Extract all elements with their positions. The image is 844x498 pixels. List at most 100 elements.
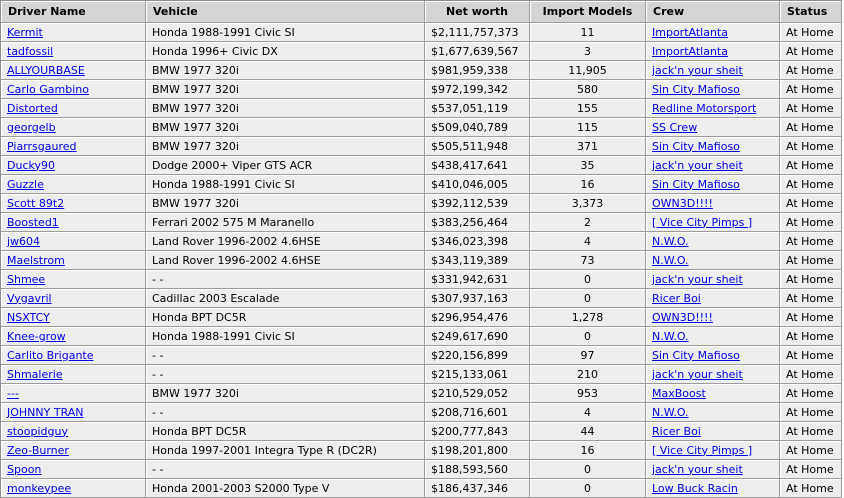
crew-link[interactable]: ImportAtlanta [652,25,728,39]
crew-link[interactable]: ImportAtlanta [652,44,728,58]
driver-link[interactable]: Boosted1 [7,215,59,229]
cell-networth: $2,111,757,373 [425,23,530,42]
crew-link[interactable]: N.W.O. [652,234,689,248]
cell-networth: $186,437,346 [425,479,530,498]
driver-link[interactable]: NSXTCY [7,310,50,324]
cell-driver: Carlito Brigante [1,346,146,365]
cell-status: At Home [780,403,842,422]
cell-imports: 953 [530,384,646,403]
driver-link[interactable]: JOHNNY TRAN [7,405,84,419]
cell-status: At Home [780,460,842,479]
table-row: Piarrsgaured BMW 1977 320i $505,511,948 371… [1,137,842,156]
crew-link[interactable]: jack'n your sheit [652,158,743,172]
driver-link[interactable]: Spoon [7,462,42,476]
crew-link[interactable]: Low Buck Racin [652,481,738,495]
driver-link[interactable]: Maelstrom [7,253,65,267]
driver-link[interactable]: stoopidguy [7,424,68,438]
driver-link[interactable]: georgelb [7,120,56,134]
crew-link[interactable]: N.W.O. [652,329,689,343]
cell-vehicle: - - [146,365,425,384]
driver-link[interactable]: Carlo Gambino [7,82,89,96]
cell-imports: 115 [530,118,646,137]
cell-imports: 0 [530,270,646,289]
driver-link[interactable]: Ducky90 [7,158,55,172]
cell-imports: 3 [530,42,646,61]
cell-vehicle: BMW 1977 320i [146,80,425,99]
cell-crew: OWN3D!!!! [646,308,780,327]
crew-link[interactable]: jack'n your sheit [652,367,743,381]
column-header-status: Status [780,1,842,23]
crew-link[interactable]: jack'n your sheit [652,63,743,77]
driver-link[interactable]: --- [7,386,19,400]
crew-link[interactable]: OWN3D!!!! [652,310,713,324]
cell-status: At Home [780,270,842,289]
driver-link[interactable]: Guzzle [7,177,44,191]
cell-imports: 2 [530,213,646,232]
cell-crew: Ricer Boi [646,422,780,441]
driver-link[interactable]: monkeypee [7,481,72,495]
crew-link[interactable]: SS Crew [652,120,698,134]
cell-vehicle: Honda BPT DC5R [146,422,425,441]
cell-vehicle: BMW 1977 320i [146,384,425,403]
cell-driver: JOHNNY TRAN [1,403,146,422]
crew-link[interactable]: N.W.O. [652,405,689,419]
cell-status: At Home [780,175,842,194]
crew-link[interactable]: [ Vice City Pimps ] [652,443,753,457]
driver-link[interactable]: Zeo-Burner [7,443,69,457]
table-row: Vygavril Cadillac 2003 Escalade $307,937,1… [1,289,842,308]
crew-link[interactable]: [ Vice City Pimps ] [652,215,753,229]
crew-link[interactable]: Ricer Boi [652,424,701,438]
crew-link[interactable]: jack'n your sheit [652,462,743,476]
driver-link[interactable]: ALLYOURBASE [7,63,85,77]
cell-imports: 11 [530,23,646,42]
crew-link[interactable]: Redline Motorsport [652,101,757,115]
cell-imports: 1,278 [530,308,646,327]
cell-imports: 0 [530,460,646,479]
column-header-vehicle: Vehicle [146,1,425,23]
driver-link[interactable]: Kermit [7,25,43,39]
cell-status: At Home [780,308,842,327]
table-row: georgelb BMW 1977 320i $509,040,789 115 SS C… [1,118,842,137]
driver-link[interactable]: Shmalerie [7,367,63,381]
driver-link[interactable]: Knee-grow [7,329,66,343]
crew-link[interactable]: Sin City Mafioso [652,82,740,96]
cell-driver: tadfossil [1,42,146,61]
crew-link[interactable]: Sin City Mafioso [652,139,740,153]
cell-crew: jack'n your sheit [646,460,780,479]
table-row: Knee-grow Honda 1988-1991 Civic SI $249,61… [1,327,842,346]
cell-networth: $438,417,641 [425,156,530,175]
cell-driver: georgelb [1,118,146,137]
crew-link[interactable]: Sin City Mafioso [652,177,740,191]
driver-link[interactable]: Shmee [7,272,46,286]
crew-link[interactable]: N.W.O. [652,253,689,267]
driver-link[interactable]: Vygavril [7,291,52,305]
cell-driver: Vygavril [1,289,146,308]
crew-link[interactable]: MaxBoost [652,386,706,400]
cell-networth: $208,716,601 [425,403,530,422]
crew-link[interactable]: Sin City Mafioso [652,348,740,362]
cell-networth: $210,529,052 [425,384,530,403]
cell-driver: ALLYOURBASE [1,61,146,80]
cell-imports: 73 [530,251,646,270]
cell-vehicle: Honda 1988-1991 Civic SI [146,327,425,346]
cell-vehicle: BMW 1977 320i [146,137,425,156]
driver-link[interactable]: Piarrsgaured [7,139,77,153]
driver-link[interactable]: Distorted [7,101,58,115]
crew-link[interactable]: Ricer Boi [652,291,701,305]
driver-link[interactable]: jw604 [7,234,41,248]
driver-link[interactable]: Scott 89t2 [7,196,65,210]
cell-imports: 210 [530,365,646,384]
cell-networth: $972,199,342 [425,80,530,99]
driver-link[interactable]: tadfossil [7,44,54,58]
cell-driver: Ducky90 [1,156,146,175]
table-row: Carlo Gambino BMW 1977 320i $972,199,342 58… [1,80,842,99]
cell-crew: SS Crew [646,118,780,137]
cell-driver: Shmee [1,270,146,289]
cell-imports: 371 [530,137,646,156]
driver-link[interactable]: Carlito Brigante [7,348,94,362]
cell-networth: $981,959,338 [425,61,530,80]
crew-link[interactable]: OWN3D!!!! [652,196,713,210]
cell-crew: Low Buck Racin [646,479,780,498]
crew-link[interactable]: jack'n your sheit [652,272,743,286]
cell-networth: $249,617,690 [425,327,530,346]
